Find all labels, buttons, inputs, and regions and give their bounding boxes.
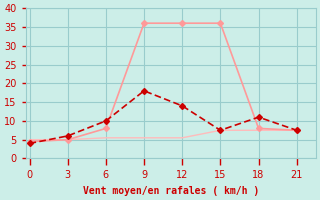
X-axis label: Vent moyen/en rafales ( km/h ): Vent moyen/en rafales ( km/h ) xyxy=(83,186,259,196)
